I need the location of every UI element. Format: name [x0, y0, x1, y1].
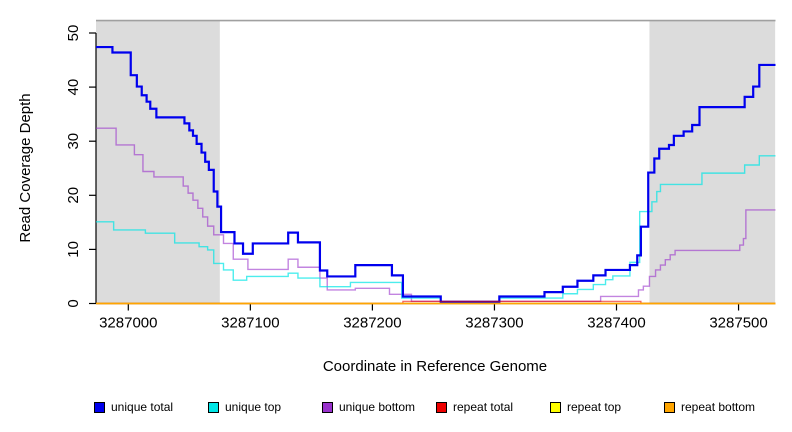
y-tick-label: 40: [65, 79, 82, 96]
y-tick-label: 20: [65, 187, 82, 204]
shaded-region: [649, 20, 776, 304]
legend-item-repeat-total: repeat total: [436, 399, 513, 415]
series-line-unique-bottom: [96, 127, 776, 303]
x-tick-label: 3287400: [587, 315, 645, 332]
legend-item-unique-total: unique total: [94, 399, 173, 415]
legend-label: repeat top: [567, 400, 622, 414]
legend-swatch-unique-bottom: [322, 401, 333, 413]
legend-label: repeat bottom: [681, 400, 756, 414]
legend-label: repeat total: [453, 400, 514, 414]
legend-item-repeat-top: repeat top: [550, 399, 621, 415]
y-tick-label: 0: [65, 299, 82, 307]
plot-canvas: 3287000 3287100 3287200 3287300 3287400 32875…: [17, 19, 776, 375]
x-axis-title: Coordinate in Reference Genome: [323, 358, 547, 375]
y-tick-label: 30: [65, 133, 82, 150]
legend-swatch-repeat-bottom: [664, 401, 675, 413]
legend-swatch-unique-total: [94, 401, 105, 413]
legend-label: unique total: [111, 400, 174, 414]
y-tick-label: 10: [65, 241, 82, 258]
y-axis-title: Read Coverage Depth: [17, 93, 34, 242]
shaded-region: [96, 20, 220, 304]
x-tick-label: 3287200: [343, 315, 401, 332]
legend: unique total unique top unique bottom re…: [0, 399, 792, 419]
legend-swatch-repeat-top: [550, 401, 561, 413]
legend-item-unique-bottom: unique bottom: [322, 399, 415, 415]
x-tick-label: 3287300: [465, 315, 523, 332]
legend-item-repeat-bottom: repeat bottom: [664, 399, 755, 415]
legend-label: unique bottom: [339, 400, 416, 414]
legend-swatch-unique-top: [208, 401, 219, 413]
axes-layer: 3287000 3287100 3287200 3287300 3287400 32875…: [65, 25, 776, 332]
x-tick-label: 3287500: [709, 315, 767, 332]
y-tick-label: 50: [65, 25, 82, 42]
series-layer: [96, 45, 776, 305]
legend-label: unique top: [225, 400, 282, 414]
series-line-unique-total: [96, 45, 776, 303]
plot-background-layer: [96, 19, 776, 304]
legend-item-unique-top: unique top: [208, 399, 281, 415]
x-tick-label: 3287000: [99, 315, 157, 332]
legend-swatch-repeat-total: [436, 401, 447, 413]
x-tick-label: 3287100: [221, 315, 279, 332]
